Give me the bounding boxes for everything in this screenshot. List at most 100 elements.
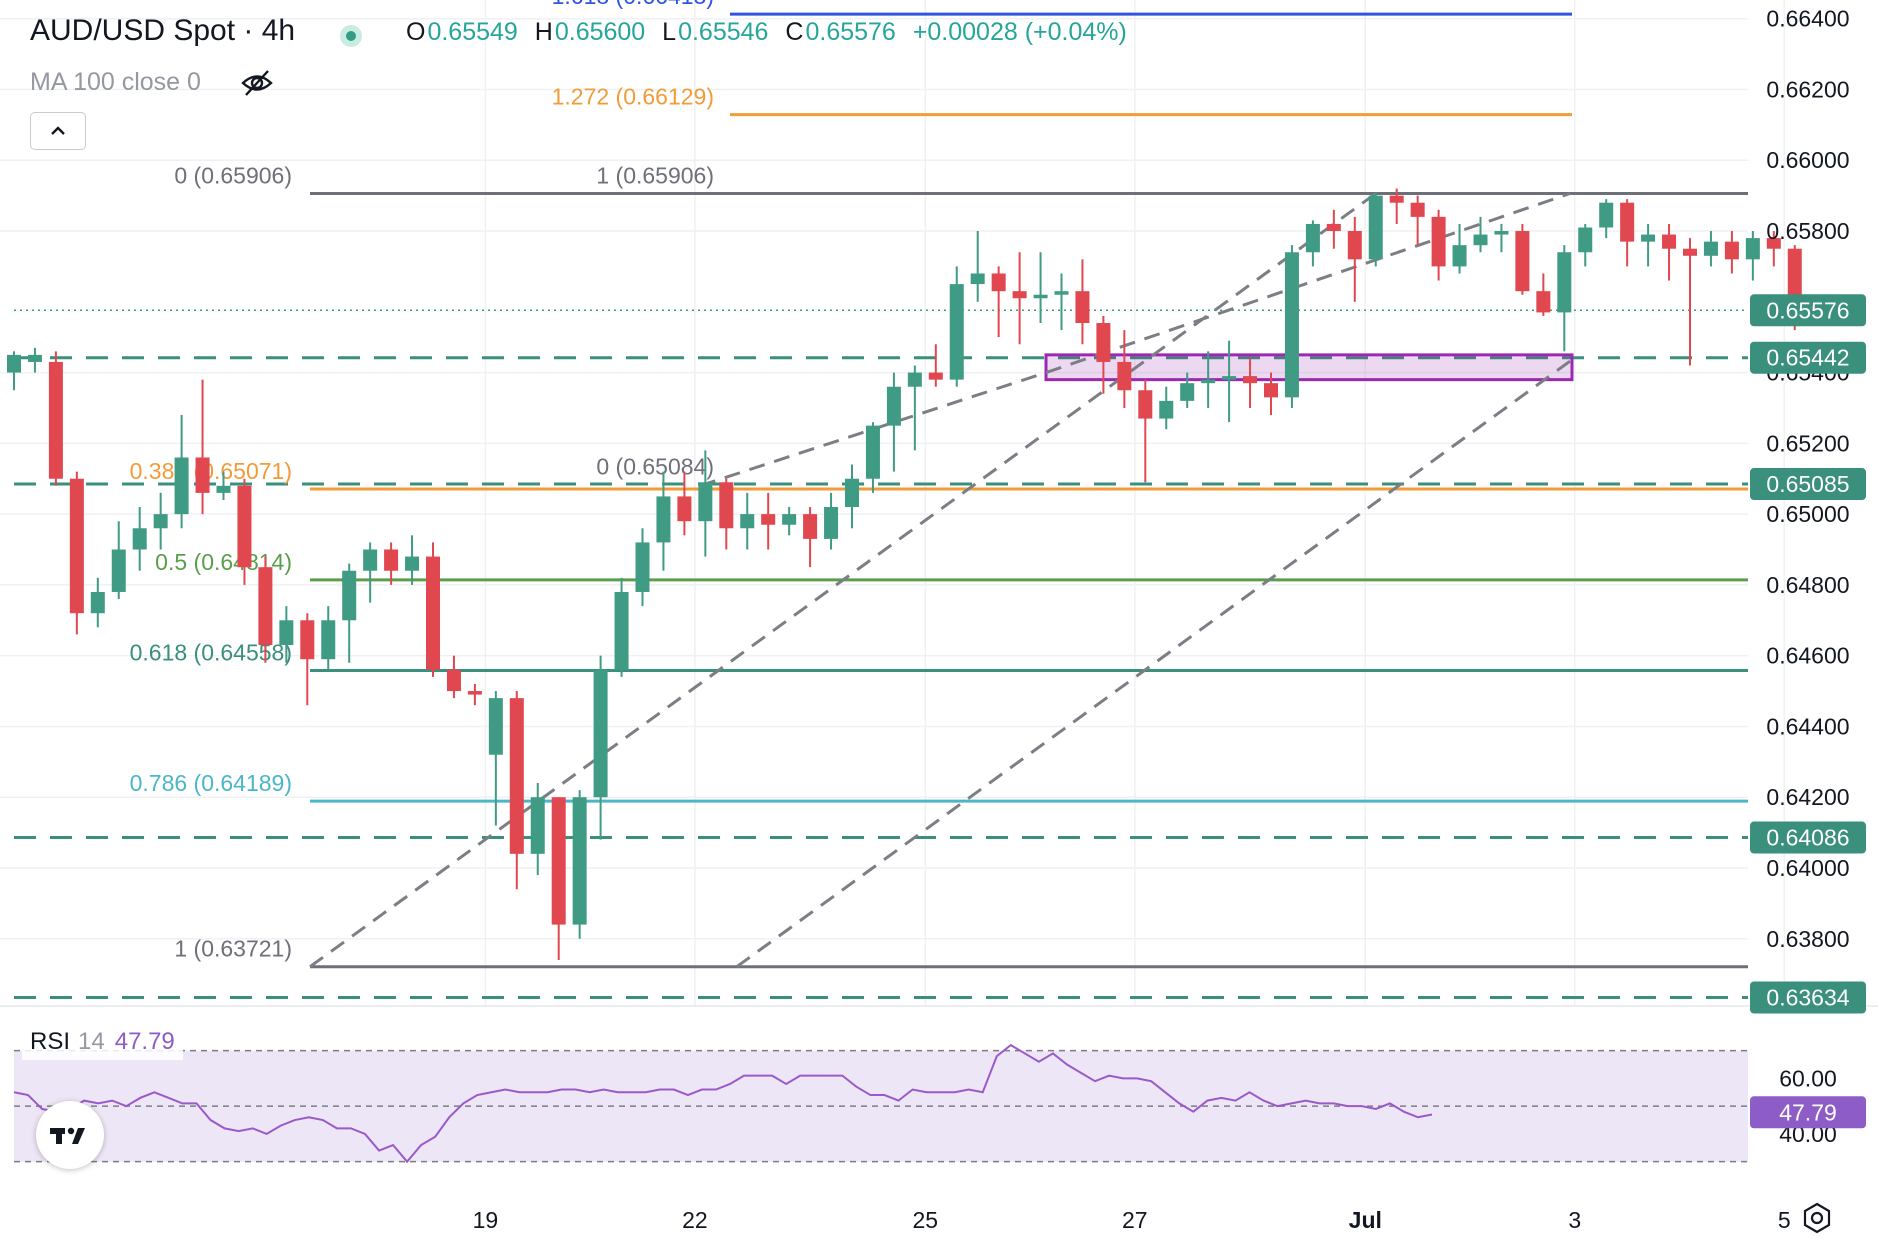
support-zone bbox=[1044, 353, 1574, 382]
candle-body bbox=[69, 478, 84, 614]
candle-body bbox=[1766, 238, 1781, 249]
candle-body bbox=[886, 386, 901, 426]
price-tick-label: 0.64600 bbox=[1766, 643, 1849, 669]
candle-body bbox=[1180, 383, 1195, 401]
candle-body bbox=[572, 797, 587, 925]
candle-body bbox=[321, 620, 336, 660]
status-dot-icon bbox=[340, 25, 362, 47]
candle-body bbox=[1620, 202, 1635, 242]
candle-body bbox=[1662, 234, 1677, 249]
candle-body bbox=[803, 514, 818, 539]
time-tick-label: 27 bbox=[1122, 1207, 1148, 1233]
rsi-line bbox=[13, 1043, 1433, 1164]
candle-body bbox=[1075, 291, 1090, 324]
price-tick-label: 0.64400 bbox=[1766, 713, 1849, 739]
price-badges: 0.65576 0.65442 0.65085 0.64086 0.63634 47.79 bbox=[1750, 294, 1866, 1129]
price-axis[interactable]: 0.664000.662000.660000.658000.654000.652… bbox=[1766, 6, 1849, 1147]
price-tick-label: 0.65000 bbox=[1766, 501, 1849, 527]
candle-body bbox=[488, 698, 503, 755]
high-label: H bbox=[534, 18, 553, 46]
candle-body bbox=[1557, 252, 1572, 313]
candle-body bbox=[530, 797, 545, 854]
fib-extension-label: 1.272 (0.66129) bbox=[552, 84, 714, 110]
candle-body bbox=[1159, 400, 1174, 419]
candle-body bbox=[446, 669, 461, 692]
candle-body bbox=[1201, 379, 1216, 384]
candle-body bbox=[1703, 241, 1718, 256]
trendline bbox=[309, 192, 1377, 968]
candle-body bbox=[907, 372, 922, 387]
price-tick-label: 0.66200 bbox=[1766, 76, 1849, 102]
price-badge bbox=[1750, 981, 1866, 1014]
candle-body bbox=[551, 797, 566, 925]
candle-body bbox=[1033, 294, 1048, 299]
grid bbox=[0, 0, 1878, 1007]
price-badge bbox=[1750, 294, 1866, 327]
price-badge bbox=[1750, 821, 1866, 854]
symbol-title[interactable]: AUD/USD Spot · 4h bbox=[30, 14, 296, 47]
candle-body bbox=[970, 273, 985, 285]
candles bbox=[7, 188, 1823, 960]
candle-body bbox=[845, 478, 859, 508]
low-value: 0.65546 bbox=[678, 18, 769, 46]
tradingview-logo-icon[interactable] bbox=[36, 1101, 104, 1169]
high-value: 0.65600 bbox=[554, 18, 646, 46]
candle-body bbox=[7, 354, 21, 373]
candle-body bbox=[865, 425, 880, 479]
rsi-badge-label: 47.79 bbox=[1779, 1099, 1837, 1125]
candle-body bbox=[1389, 195, 1404, 203]
candle-body bbox=[1326, 223, 1341, 232]
price-tick-label: 0.65200 bbox=[1766, 430, 1849, 456]
time-tick-label: 3 bbox=[1568, 1207, 1581, 1233]
candle-body bbox=[1536, 291, 1551, 313]
candle-body bbox=[1284, 252, 1299, 398]
candle-body bbox=[1494, 231, 1509, 235]
tv-mark-icon bbox=[50, 1127, 85, 1144]
candle-body bbox=[1054, 291, 1069, 295]
candle-body bbox=[384, 549, 399, 571]
rsi-legend[interactable]: RSI 14 47.79 bbox=[22, 1024, 183, 1060]
chevron-up-icon bbox=[51, 126, 65, 135]
candle-body bbox=[48, 361, 63, 479]
candle-body bbox=[1787, 248, 1802, 302]
candle-body bbox=[363, 549, 378, 571]
price-tick-label: 0.64200 bbox=[1766, 784, 1849, 810]
trendline bbox=[735, 356, 1576, 968]
time-tick-label: 5 bbox=[1778, 1207, 1791, 1233]
ohlc-readout: O0.65549 H0.65600 L0.65546 C0.65576 +0.0… bbox=[406, 18, 1137, 47]
candle-body bbox=[467, 691, 482, 695]
rsi-tick-label: 60.00 bbox=[1779, 1065, 1837, 1091]
settings-gear-icon[interactable] bbox=[1800, 1201, 1834, 1235]
candle-body bbox=[1431, 216, 1446, 267]
time-axis[interactable]: 19222527Jul357 bbox=[473, 1207, 1878, 1233]
fib-extension-label: 1.618 (0.66413) bbox=[552, 0, 714, 9]
price-tick-label: 0.66000 bbox=[1766, 147, 1849, 173]
candle-body bbox=[195, 457, 210, 493]
candle-body bbox=[991, 273, 1006, 292]
collapse-legend-button[interactable] bbox=[30, 112, 86, 150]
candle-body bbox=[132, 528, 147, 550]
candle-body bbox=[237, 485, 252, 568]
candle-body bbox=[635, 542, 650, 592]
candle-body bbox=[1012, 291, 1027, 299]
candle-body bbox=[1222, 376, 1237, 380]
candle-body bbox=[761, 514, 776, 525]
price-badge bbox=[1750, 341, 1866, 374]
candle-body bbox=[1305, 223, 1320, 253]
candle-body bbox=[1347, 231, 1362, 260]
candle-body bbox=[1368, 195, 1383, 260]
price-tick-label: 0.64800 bbox=[1766, 572, 1849, 598]
eye-off-icon[interactable] bbox=[240, 68, 274, 98]
candle-body bbox=[698, 482, 713, 522]
price-badge-label: 0.65576 bbox=[1766, 297, 1849, 323]
time-tick-label: 25 bbox=[913, 1207, 939, 1233]
candle-body bbox=[111, 549, 126, 592]
fibonacci-levels: 0 (0.65906)0.382 (0.65071)0.5 (0.64814)0… bbox=[130, 0, 1748, 969]
candle-body bbox=[656, 496, 671, 543]
price-badge-label: 0.65085 bbox=[1766, 471, 1849, 497]
indicator-legend[interactable]: MA 100 close 0 bbox=[30, 68, 201, 96]
candle-body bbox=[1410, 202, 1425, 217]
fib-extension-label: 0 (0.65084) bbox=[596, 453, 714, 479]
candle-body bbox=[174, 457, 189, 515]
